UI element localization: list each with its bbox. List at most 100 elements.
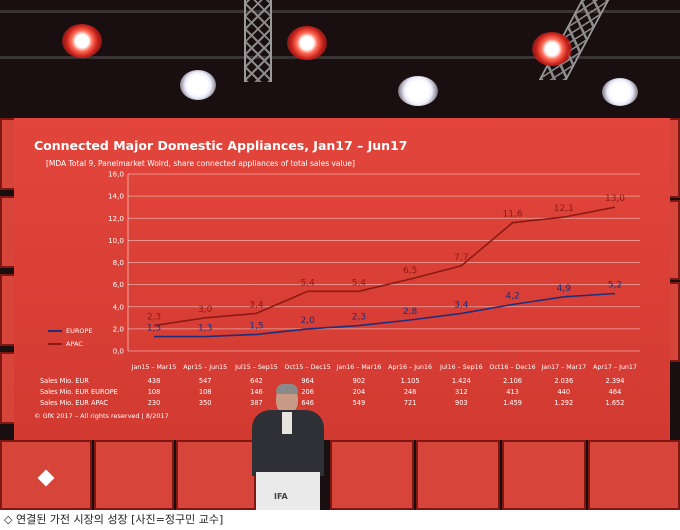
x-tick-label: Apr17 – Jun17 bbox=[593, 364, 637, 371]
table-cell: 903 bbox=[455, 399, 468, 407]
data-label: 6,5 bbox=[403, 266, 417, 276]
chart-title: Connected Major Domestic Appliances, Jan… bbox=[34, 138, 408, 153]
table-cell: 438 bbox=[147, 377, 161, 385]
table-cell: 1.459 bbox=[503, 399, 522, 407]
table-cell: 2.036 bbox=[554, 377, 574, 385]
data-label: 12,1 bbox=[554, 204, 574, 214]
table-cell: 2.394 bbox=[605, 377, 625, 385]
table-cell: 230 bbox=[147, 399, 161, 407]
stage-light bbox=[180, 70, 216, 100]
stage-light bbox=[62, 24, 102, 58]
line-chart: 0,0 2,0 4,0 6,0 8,0 10,0 12,0 14,0 16,0 Jan15 – M… bbox=[108, 170, 640, 371]
table-cell: 464 bbox=[608, 388, 622, 396]
y-tick-label: 12,0 bbox=[108, 214, 124, 223]
x-tick-label: Jul15 – Sep15 bbox=[234, 364, 278, 371]
y-tick-label: 8,0 bbox=[113, 258, 125, 267]
data-label: 3,4 bbox=[454, 300, 469, 310]
data-label: 11,6 bbox=[503, 210, 523, 220]
table-cell: 1.292 bbox=[554, 399, 574, 407]
series-line-europe bbox=[154, 292, 616, 338]
x-tick-label: Jan16 – Mar16 bbox=[336, 364, 382, 371]
data-label: 2,0 bbox=[301, 316, 316, 326]
data-label: 1,3 bbox=[147, 324, 161, 334]
wall-panel bbox=[330, 440, 414, 510]
table-row-label: Sales Mio. EUR bbox=[40, 377, 89, 385]
legend-apac: APAC bbox=[48, 340, 83, 348]
data-label: 2,3 bbox=[147, 313, 161, 323]
x-tick-label: Apr16 – Jun16 bbox=[388, 364, 432, 371]
table-cell: 350 bbox=[198, 399, 212, 407]
wall-panel bbox=[502, 440, 586, 510]
ceiling-beam bbox=[0, 56, 680, 59]
truss bbox=[244, 0, 272, 82]
data-label: 13,0 bbox=[605, 194, 625, 204]
table-cell: 1.105 bbox=[400, 377, 420, 385]
data-label: 2,8 bbox=[403, 307, 418, 317]
copyright-credit: © GfK 2017 – All rights reserved | 8/201… bbox=[34, 412, 169, 420]
data-label: 5,4 bbox=[301, 278, 316, 288]
data-label: 7,7 bbox=[454, 253, 468, 263]
data-label: 5,4 bbox=[352, 278, 367, 288]
wall-panel bbox=[94, 440, 174, 510]
stage-light bbox=[532, 32, 572, 66]
data-label: 2,3 bbox=[352, 313, 366, 323]
legend-label: EUROPE bbox=[66, 327, 93, 335]
wall-panel bbox=[588, 440, 680, 510]
y-tick-label: 10,0 bbox=[108, 236, 124, 245]
y-tick-label: 14,0 bbox=[108, 192, 124, 201]
x-tick-label: Oct15 – Dec15 bbox=[285, 364, 331, 371]
table-cell: 246 bbox=[403, 388, 417, 396]
legend-swatch bbox=[48, 343, 62, 345]
table-cell: 204 bbox=[352, 388, 366, 396]
data-label: 5,2 bbox=[608, 280, 622, 290]
ceiling-beam bbox=[0, 10, 680, 13]
stage-light bbox=[602, 78, 638, 106]
table-cell: 1.652 bbox=[605, 399, 625, 407]
photo-scene: Connected Major Domestic Appliances, Jan… bbox=[0, 0, 680, 510]
table-cell: 721 bbox=[403, 399, 417, 407]
table-cell: 312 bbox=[455, 388, 468, 396]
table-cell: 902 bbox=[352, 377, 366, 385]
data-label: 4,2 bbox=[505, 292, 519, 302]
x-tick-label: Jan15 – Mar15 bbox=[131, 364, 177, 371]
legend-label: APAC bbox=[66, 340, 83, 348]
presentation-screen bbox=[14, 118, 670, 440]
x-tick-label: Jan17 – Mar17 bbox=[540, 364, 586, 371]
chart-subtitle: [MDA Total 9, Panelmarket Wolrd, share c… bbox=[46, 159, 355, 168]
speaker-shirt bbox=[282, 412, 292, 434]
wall-panel bbox=[416, 440, 500, 510]
table-cell: 413 bbox=[506, 388, 519, 396]
table-cell: 387 bbox=[250, 399, 263, 407]
table-cell: 549 bbox=[352, 399, 366, 407]
data-label: 1,5 bbox=[249, 321, 263, 331]
data-label: 4,9 bbox=[557, 284, 572, 294]
legend-europe: EUROPE bbox=[48, 327, 93, 335]
y-tick-label: 4,0 bbox=[113, 302, 125, 311]
table-cell: 547 bbox=[198, 377, 212, 385]
x-tick-label: Oct16 – Dec16 bbox=[489, 364, 535, 371]
speaker bbox=[250, 384, 326, 486]
wall-panel bbox=[176, 440, 256, 510]
table-cell: 440 bbox=[557, 388, 571, 396]
speaker-hair bbox=[276, 384, 298, 394]
legend-swatch bbox=[48, 330, 62, 332]
ifa-logo: IFA bbox=[274, 492, 288, 501]
x-tick-label: Apr15 – Jun15 bbox=[183, 364, 227, 371]
y-tick-label: 2,0 bbox=[113, 324, 125, 333]
stage-light bbox=[287, 26, 327, 60]
table-cell: 964 bbox=[301, 377, 314, 385]
table-cell: 1.424 bbox=[451, 377, 471, 385]
table-cell: 646 bbox=[301, 399, 314, 407]
data-label: 1,3 bbox=[198, 324, 212, 334]
table-cell: 2.106 bbox=[503, 377, 522, 385]
y-tick-label: 0,0 bbox=[113, 347, 125, 356]
table-cell: 146 bbox=[250, 388, 263, 396]
data-label: 3,0 bbox=[198, 305, 213, 315]
podium bbox=[256, 472, 320, 510]
data-label: 3,4 bbox=[249, 300, 264, 310]
table-cell: 206 bbox=[301, 388, 314, 396]
table-cell: 108 bbox=[147, 388, 161, 396]
series-line-apac bbox=[153, 206, 616, 327]
photo-caption: ◇ 연결된 가전 시장의 성장 [사진=정구민 교수] bbox=[0, 510, 680, 530]
x-tick-label: Jul16 – Sep16 bbox=[439, 364, 483, 371]
